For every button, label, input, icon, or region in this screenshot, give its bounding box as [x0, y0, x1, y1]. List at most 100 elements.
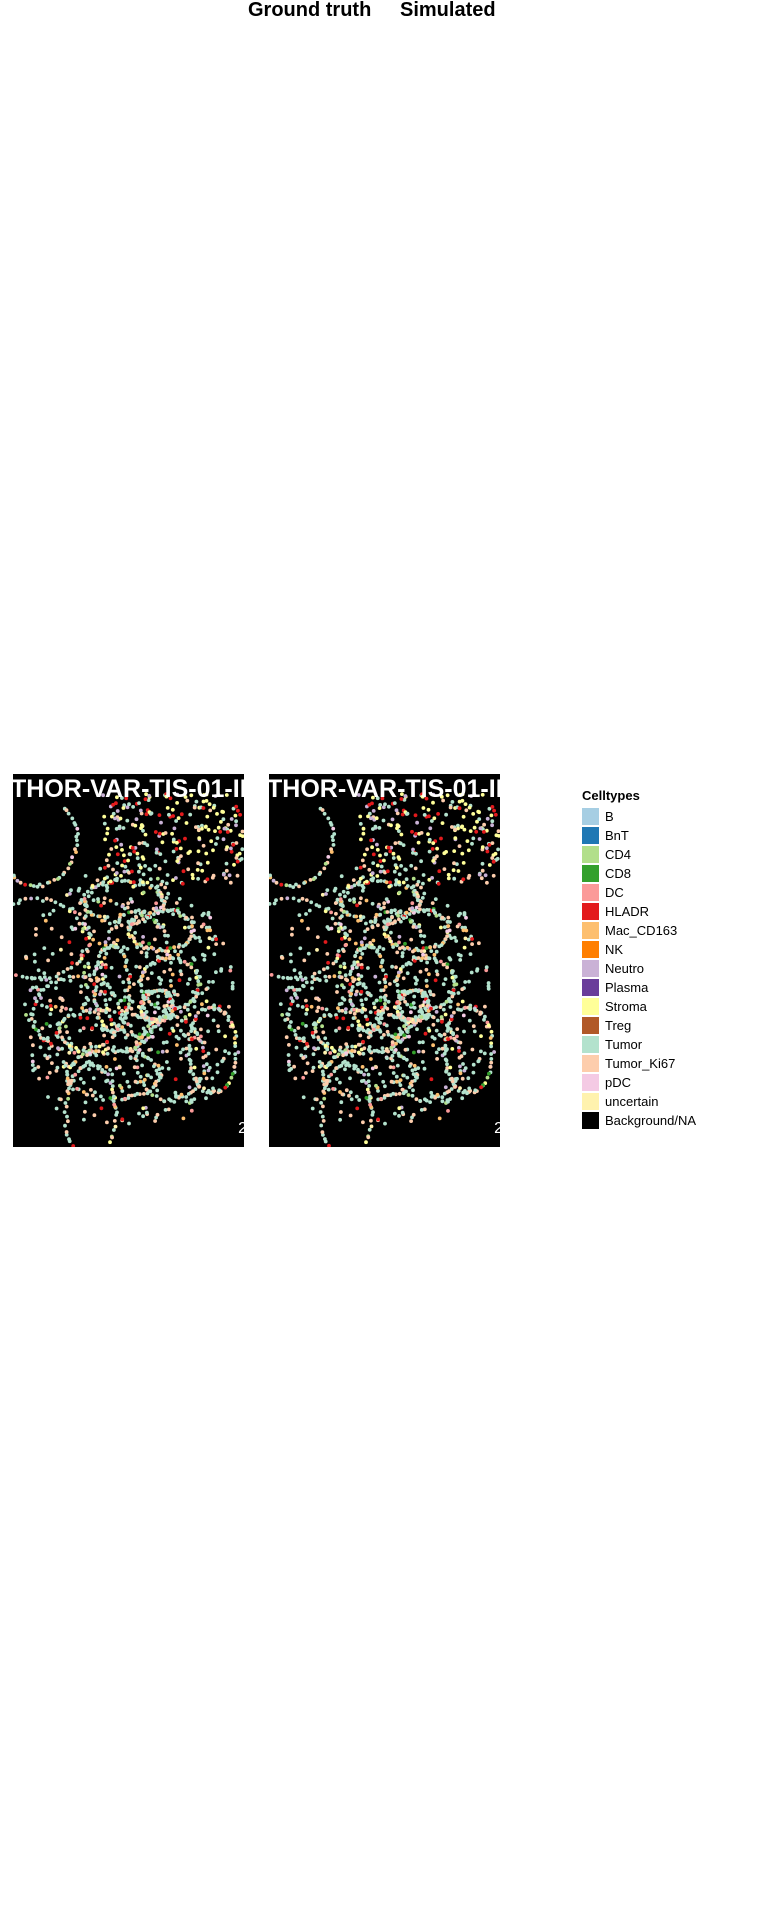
cell-mark [195, 1031, 200, 1035]
cell-mark [304, 912, 308, 916]
cell-mark [108, 898, 113, 903]
cell-mark [394, 1074, 399, 1079]
simulated-image-label: THOR-VAR-TIS-01-IN [269, 775, 500, 803]
cell-mark [49, 980, 53, 985]
cell-mark [375, 847, 380, 852]
cell-mark [115, 861, 120, 865]
cell-mark [360, 952, 365, 956]
cell-mark [54, 1031, 59, 1035]
cell-mark [211, 848, 215, 853]
cell-mark [335, 897, 340, 902]
cell-mark [388, 880, 392, 885]
cell-mark [149, 883, 154, 888]
cell-mark [91, 937, 95, 942]
cell-mark [23, 1002, 27, 1007]
cell-mark [368, 919, 373, 924]
cell-mark [410, 1068, 415, 1073]
cell-mark [59, 947, 63, 952]
cell-mark [76, 832, 80, 836]
cell-mark [175, 1023, 180, 1027]
cell-mark [450, 975, 455, 980]
cell-mark [88, 1007, 93, 1012]
cell-mark [488, 1036, 493, 1040]
cell-mark [378, 1071, 382, 1076]
cell-mark [467, 979, 471, 984]
cell-mark [164, 881, 169, 886]
cell-mark [382, 932, 387, 937]
cell-mark [411, 851, 415, 855]
cell-mark [406, 990, 410, 994]
cell-mark [100, 1026, 104, 1031]
cell-mark [109, 927, 114, 931]
cell-mark [445, 934, 449, 939]
cell-mark [391, 1071, 396, 1075]
cell-mark [342, 965, 347, 970]
cell-mark [86, 894, 91, 899]
cell-mark [382, 905, 386, 910]
legend-item: Tumor_Ki67 [582, 1054, 762, 1073]
cell-mark [108, 1067, 112, 1072]
cell-mark [437, 913, 442, 917]
cell-mark [383, 980, 388, 985]
cell-mark [468, 829, 473, 833]
cell-mark [89, 1044, 94, 1049]
cell-mark [471, 1070, 476, 1075]
cell-mark [167, 993, 172, 997]
cell-mark [161, 924, 165, 929]
cell-mark [79, 990, 83, 994]
cell-mark [201, 1045, 205, 1050]
cell-mark [457, 844, 462, 848]
cell-mark [296, 1026, 301, 1030]
cell-mark [73, 910, 77, 915]
cell-mark [482, 1051, 487, 1056]
cell-mark [364, 1096, 369, 1100]
cell-mark [348, 972, 352, 977]
cell-mark [103, 974, 108, 979]
cell-mark [239, 857, 244, 861]
cell-mark [189, 1108, 194, 1113]
cell-mark [378, 859, 383, 863]
cell-mark [133, 846, 138, 850]
legend-item: Tumor [582, 1035, 762, 1054]
cell-mark [139, 811, 144, 816]
cell-mark [70, 906, 75, 911]
cell-mark [361, 915, 366, 919]
cell-mark [446, 915, 451, 920]
cell-mark [462, 912, 467, 917]
cell-mark [279, 882, 284, 887]
cell-mark [342, 985, 346, 990]
cell-mark [394, 1041, 398, 1046]
cell-mark [381, 1008, 385, 1012]
cell-mark [334, 959, 338, 964]
cell-mark [341, 1053, 345, 1058]
cell-mark [227, 873, 232, 878]
cell-mark [358, 822, 363, 826]
cell-mark [329, 823, 334, 827]
cell-mark [86, 961, 91, 966]
cell-mark [110, 1035, 115, 1039]
cell-mark [485, 880, 489, 885]
cell-mark [126, 858, 130, 863]
cell-mark [381, 805, 386, 810]
cell-mark [427, 1012, 432, 1017]
cell-mark [389, 823, 393, 828]
cell-mark [471, 812, 476, 816]
cell-mark [50, 952, 55, 956]
cell-mark [393, 1032, 398, 1037]
cell-mark [396, 1038, 401, 1043]
cell-mark [409, 863, 414, 868]
cell-mark [383, 1002, 387, 1006]
legend-item: DC [582, 883, 762, 902]
cell-mark [100, 962, 105, 967]
cell-mark [375, 796, 380, 801]
cell-mark [223, 1034, 228, 1039]
cell-mark [394, 865, 399, 870]
legend-label: Background/NA [605, 1113, 697, 1128]
cell-mark [94, 966, 99, 971]
cell-mark [199, 924, 204, 929]
cell-mark [480, 868, 485, 873]
cell-mark [325, 952, 330, 956]
cell-mark [189, 1066, 194, 1070]
legend-item: BnT [582, 826, 762, 845]
cell-mark [363, 985, 368, 990]
